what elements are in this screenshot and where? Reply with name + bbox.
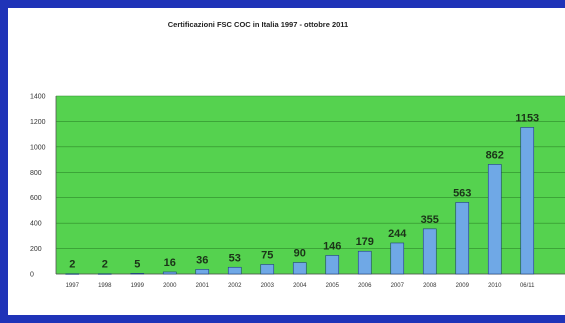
- bar: [455, 202, 470, 275]
- bar: [325, 255, 340, 275]
- bar: [292, 262, 307, 275]
- bar: [130, 273, 145, 275]
- bar-chart: 0 200 400 600 800 1000 1200 1400 2 1997 2 1998 5 1999…: [30, 94, 565, 289]
- y-tick-label: 400: [30, 221, 42, 228]
- data-label: 90: [294, 248, 306, 260]
- bar: [65, 273, 80, 275]
- y-tick-label: 1000: [30, 144, 46, 151]
- data-label: 36: [196, 254, 208, 266]
- data-label: 16: [164, 257, 176, 269]
- x-tick-label: 2001: [196, 283, 210, 289]
- x-tick-label: 06/11: [520, 283, 535, 289]
- data-label: 244: [388, 228, 407, 240]
- x-tick-label: 2005: [326, 283, 340, 289]
- bar: [195, 269, 210, 275]
- x-tick-label: 2004: [293, 283, 307, 289]
- bar: [520, 127, 535, 275]
- x-tick-label: 2002: [228, 283, 242, 289]
- plot-area: [56, 96, 565, 274]
- y-tick-label: 200: [30, 246, 42, 253]
- y-tick-label: 1400: [30, 94, 46, 101]
- bar: [390, 242, 405, 275]
- x-tick-label: 1998: [98, 283, 112, 289]
- bar: [227, 266, 242, 275]
- data-label: 2: [102, 259, 108, 271]
- x-tick-label: 2010: [488, 283, 502, 289]
- bar: [260, 264, 275, 275]
- x-tick-label: 1997: [66, 283, 80, 289]
- data-label: 5: [134, 258, 140, 270]
- data-label: 75: [261, 249, 273, 261]
- bar: [97, 273, 112, 275]
- data-label: 355: [421, 214, 439, 226]
- x-tick-label: 2006: [358, 283, 372, 289]
- x-tick-label: 1999: [131, 283, 145, 289]
- data-label: 862: [486, 149, 504, 161]
- chart-title: Certificazioni FSC COC in Italia 1997 - …: [167, 20, 349, 29]
- x-tick-label: 2007: [391, 283, 405, 289]
- y-tick-label: 800: [30, 170, 42, 177]
- y-tick-label: 1200: [30, 119, 46, 126]
- x-tick-label: 2000: [163, 283, 177, 289]
- data-label: 53: [229, 252, 241, 264]
- bar: [162, 271, 177, 275]
- x-tick-label: 2009: [456, 283, 470, 289]
- bar: [357, 250, 372, 275]
- bar: [487, 164, 502, 275]
- bar: [422, 228, 437, 275]
- x-tick-label: 2003: [261, 283, 275, 289]
- data-label: 563: [453, 187, 471, 199]
- data-label: 1153: [515, 112, 539, 124]
- chart-frame: Certificazioni FSC COC in Italia 1997 - …: [8, 8, 565, 315]
- y-tick-label: 600: [30, 195, 42, 202]
- x-tick-label: 2008: [423, 283, 437, 289]
- y-tick-label: 0: [30, 272, 34, 279]
- data-label: 146: [323, 240, 341, 252]
- data-label: 2: [69, 259, 75, 271]
- data-label: 179: [356, 236, 374, 248]
